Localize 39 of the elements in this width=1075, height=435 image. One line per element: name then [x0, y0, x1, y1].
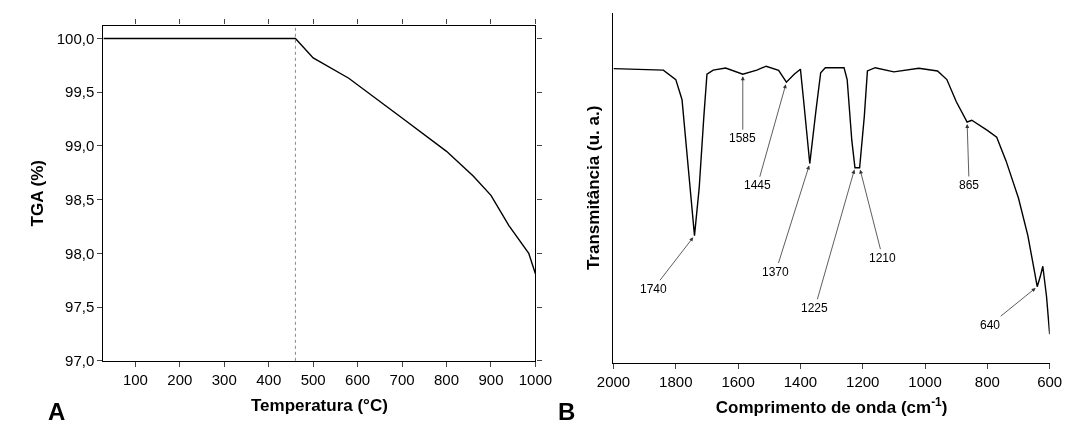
x-axis-title: Temperatura (°C) — [250, 396, 388, 416]
y-tick-label: 98,0 — [65, 244, 95, 262]
annotation: 1445 — [744, 178, 772, 192]
x-tick-label: 200 — [167, 370, 193, 388]
x-tick-label: 800 — [974, 373, 1000, 391]
annotation: 1585 — [729, 131, 757, 145]
x-tick-label: 400 — [256, 370, 282, 388]
x-tick-label: 1600 — [721, 373, 755, 391]
x-tick-label: 1400 — [783, 373, 818, 391]
x-axis-title: Comprimento de onda (cm$^{-1}$) — [715, 395, 948, 418]
x-tick-label: 300 — [211, 370, 237, 388]
x-tick-label: 800 — [434, 370, 460, 388]
x-tick-label: 700 — [389, 370, 415, 388]
text: B — [558, 398, 576, 425]
annotation: 865 — [959, 178, 980, 192]
x-tick-label: 1000 — [908, 373, 942, 391]
annotation: 640 — [980, 318, 1001, 332]
y-tick-label: 100,0 — [56, 29, 95, 47]
annotation: 1210 — [869, 251, 897, 265]
text: A — [48, 398, 66, 425]
x-tick-label: 500 — [300, 370, 326, 388]
annotation: 1370 — [762, 265, 790, 279]
y-tick-label: 99,5 — [65, 83, 95, 101]
x-tick-label: 2000 — [596, 373, 631, 391]
x-tick-label: 1000 — [518, 370, 553, 388]
x-tick-label: 100 — [122, 370, 148, 388]
x-tick-label: 600 — [1037, 373, 1063, 391]
x-tick-label: 900 — [478, 370, 504, 388]
y-tick-label: 98,5 — [65, 190, 95, 208]
y-tick-label: 99,0 — [65, 137, 95, 155]
annotation: 1225 — [801, 301, 829, 315]
y-tick-label: 97,5 — [65, 298, 95, 316]
y-axis-title: Transmitância (u. a.) — [583, 105, 603, 271]
x-tick-label: 1800 — [659, 373, 693, 391]
x-tick-label: 600 — [345, 370, 371, 388]
y-tick-label: 97,0 — [65, 352, 95, 370]
annotation: 1740 — [640, 282, 668, 296]
y-axis-title: TGA (%) — [28, 160, 48, 227]
x-tick-label: 1200 — [846, 373, 880, 391]
